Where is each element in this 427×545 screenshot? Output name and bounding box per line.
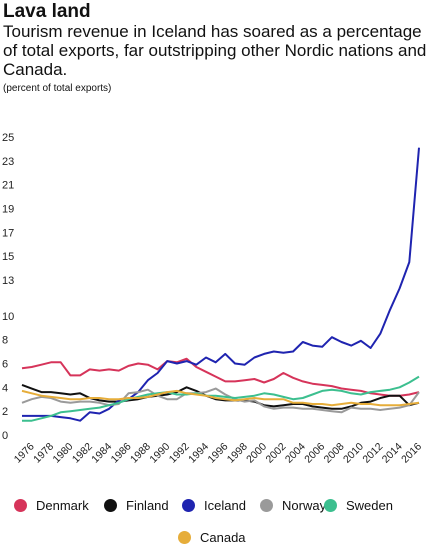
x-tick-label: 2004: [283, 441, 308, 466]
y-tick-label: 23: [2, 156, 14, 168]
x-tick-label: 1976: [12, 441, 37, 466]
x-tick-label: 2012: [360, 441, 385, 466]
legend-item-iceland: Iceland: [182, 498, 246, 513]
x-tick-label: 1990: [147, 441, 172, 466]
y-tick-label: 25: [2, 132, 14, 144]
x-tick-label: 2010: [341, 441, 366, 466]
x-axis: 1976197819801982198419861988199019921994…: [12, 441, 424, 466]
y-axis: 0 2 4 6 8 10 13 15 17 19 21 23 25: [2, 132, 14, 442]
x-tick-label: 1982: [70, 441, 95, 466]
legend-item-sweden: Sweden: [324, 498, 393, 513]
y-tick-label: 10: [2, 311, 14, 323]
y-tick-label: 6: [2, 358, 8, 370]
legend-label: Iceland: [204, 498, 246, 513]
legend-item-canada: Canada: [178, 530, 246, 545]
y-tick-label: 15: [2, 251, 14, 263]
legend-label: Norway: [282, 498, 327, 513]
y-tick-label: 4: [2, 382, 8, 394]
x-tick-label: 1986: [109, 441, 134, 466]
y-tick-label: 19: [2, 203, 14, 215]
series-line-iceland: [22, 147, 420, 422]
x-tick-label: 1994: [186, 441, 211, 466]
legend-item-norway: Norway: [260, 498, 326, 513]
series-line-denmark: [21, 357, 420, 397]
x-tick-label: 1978: [31, 441, 56, 466]
x-tick-label: 2008: [322, 441, 347, 466]
x-tick-label: 1980: [51, 441, 76, 466]
legend-swatch: [104, 499, 117, 512]
x-tick-label: 1996: [205, 441, 230, 466]
legend-label: Canada: [200, 530, 246, 545]
y-tick-label: 8: [2, 335, 8, 347]
x-tick-label: 2014: [380, 441, 405, 466]
legend-label: Denmark: [36, 498, 89, 513]
legend-swatch: [182, 499, 195, 512]
legend-swatch: [14, 499, 27, 512]
y-tick-label: 13: [2, 275, 14, 287]
x-tick-label: 2016: [399, 441, 424, 466]
series-line-sweden: [22, 375, 420, 422]
legend-label: Sweden: [346, 498, 393, 513]
y-tick-label: 17: [2, 227, 14, 239]
legend-swatch: [260, 499, 273, 512]
series-line-canada: [21, 389, 420, 407]
series-line-norway: [21, 387, 420, 414]
x-tick-label: 2000: [244, 441, 269, 466]
legend-swatch: [178, 531, 191, 544]
legend-swatch: [324, 499, 337, 512]
y-tick-label: 0: [2, 430, 8, 442]
chart-subtitle: Tourism revenue in Iceland has soared as…: [3, 22, 427, 79]
legend-item-denmark: Denmark: [14, 498, 89, 513]
x-tick-label: 2006: [302, 441, 327, 466]
series-lines: [21, 147, 420, 422]
legend-item-finland: Finland: [104, 498, 169, 513]
x-tick-label: 1988: [128, 441, 153, 466]
x-tick-label: 1992: [167, 441, 192, 466]
y-tick-label: 2: [2, 406, 8, 418]
unit-label: (percent of total exports): [3, 83, 112, 94]
x-tick-label: 2002: [264, 441, 289, 466]
chart-title: Lava land: [3, 1, 91, 22]
y-tick-label: 21: [2, 180, 14, 192]
x-tick-label: 1998: [225, 441, 250, 466]
legend-label: Finland: [126, 498, 169, 513]
x-tick-label: 1984: [89, 441, 114, 466]
